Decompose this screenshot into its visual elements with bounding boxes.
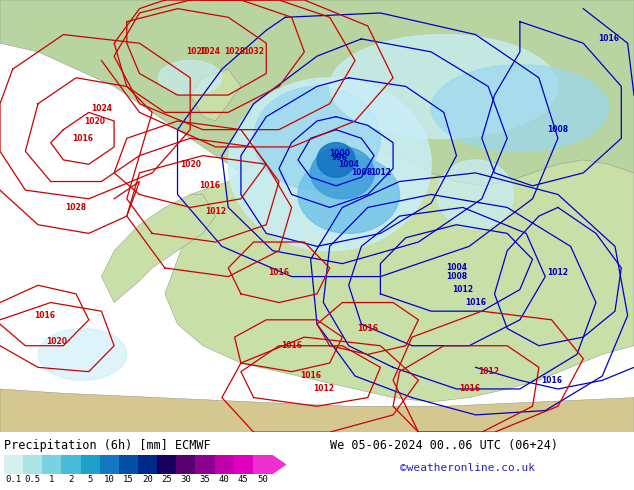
Text: 996: 996: [332, 153, 347, 162]
Bar: [195, 455, 214, 474]
Bar: [176, 455, 195, 474]
Text: 1016: 1016: [541, 376, 562, 385]
Text: 1024: 1024: [198, 48, 220, 56]
Polygon shape: [165, 138, 634, 402]
Text: 1012: 1012: [370, 169, 391, 177]
Text: 1020: 1020: [179, 160, 201, 169]
Text: 1008: 1008: [446, 272, 467, 281]
Text: 1012: 1012: [477, 367, 499, 376]
Bar: [234, 455, 253, 474]
Text: 1020: 1020: [84, 117, 106, 125]
Polygon shape: [311, 147, 374, 199]
Text: 10: 10: [104, 475, 115, 484]
Bar: [4, 455, 23, 474]
Text: 1012: 1012: [313, 385, 334, 393]
Text: 1020: 1020: [46, 337, 68, 346]
Polygon shape: [228, 78, 431, 251]
Text: ©weatheronline.co.uk: ©weatheronline.co.uk: [400, 463, 535, 473]
Text: 1004: 1004: [338, 160, 359, 169]
Text: 50: 50: [257, 475, 268, 484]
Text: 1032: 1032: [243, 48, 264, 56]
Text: 1016: 1016: [458, 385, 480, 393]
Text: 1028: 1028: [224, 48, 245, 56]
Text: 1016: 1016: [598, 34, 619, 44]
Text: 1020: 1020: [186, 48, 207, 56]
Text: 45: 45: [238, 475, 249, 484]
Polygon shape: [437, 160, 514, 229]
Text: We 05-06-2024 00..06 UTC (06+24): We 05-06-2024 00..06 UTC (06+24): [330, 439, 558, 452]
Text: 1016: 1016: [198, 181, 220, 190]
Text: 1016: 1016: [281, 341, 302, 350]
Text: 1016: 1016: [268, 268, 290, 277]
Bar: [81, 455, 100, 474]
Bar: [23, 455, 42, 474]
Text: 1000: 1000: [328, 149, 350, 158]
Text: 2: 2: [68, 475, 74, 484]
Text: 1: 1: [49, 475, 55, 484]
Bar: [119, 455, 138, 474]
Polygon shape: [0, 389, 634, 432]
Text: 35: 35: [200, 475, 210, 484]
Bar: [253, 455, 272, 474]
Bar: [42, 455, 61, 474]
Text: 0.5: 0.5: [25, 475, 41, 484]
Polygon shape: [272, 455, 285, 474]
Text: 30: 30: [181, 475, 191, 484]
Polygon shape: [0, 0, 634, 281]
Text: 1012: 1012: [547, 268, 569, 277]
Polygon shape: [190, 69, 241, 121]
Text: 1016: 1016: [300, 371, 321, 381]
Polygon shape: [431, 65, 609, 151]
Polygon shape: [101, 195, 216, 302]
Text: 0.1: 0.1: [6, 475, 22, 484]
Text: 1004: 1004: [446, 264, 467, 272]
Polygon shape: [158, 60, 222, 95]
Text: 1016: 1016: [72, 134, 93, 143]
Text: 1028: 1028: [65, 203, 87, 212]
Text: 1016: 1016: [465, 298, 486, 307]
Text: 20: 20: [142, 475, 153, 484]
Text: 15: 15: [123, 475, 134, 484]
Text: 1016: 1016: [34, 311, 55, 320]
Polygon shape: [254, 86, 380, 190]
Polygon shape: [38, 328, 127, 380]
Bar: [214, 455, 234, 474]
Text: 1008: 1008: [351, 169, 372, 177]
Text: 25: 25: [161, 475, 172, 484]
Bar: [157, 455, 176, 474]
Text: 1012: 1012: [205, 207, 226, 216]
Text: 1016: 1016: [357, 324, 378, 333]
Bar: [61, 455, 81, 474]
Polygon shape: [330, 35, 558, 138]
Text: 1008: 1008: [547, 125, 569, 134]
Bar: [100, 455, 119, 474]
Text: 40: 40: [219, 475, 230, 484]
Polygon shape: [298, 156, 399, 233]
Text: 5: 5: [87, 475, 93, 484]
Bar: [138, 455, 157, 474]
Text: Precipitation (6h) [mm] ECMWF: Precipitation (6h) [mm] ECMWF: [4, 439, 210, 452]
Text: 1024: 1024: [91, 103, 112, 113]
Polygon shape: [317, 143, 355, 177]
Text: 1012: 1012: [452, 285, 474, 294]
